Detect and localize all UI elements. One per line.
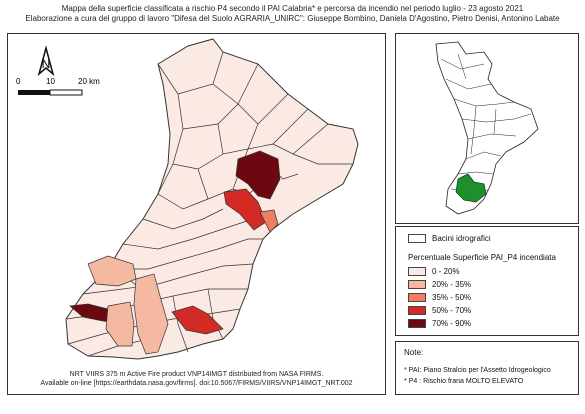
scale-bar: 0 10 20 km xyxy=(16,77,100,96)
inset-map-svg xyxy=(435,41,539,215)
basin-class-20-35-b xyxy=(105,301,135,347)
main-map-panel: N 0 10 20 km xyxy=(7,33,386,395)
legend-basins: Bacini idrografici xyxy=(408,234,491,243)
scale-label-10: 10 xyxy=(46,77,55,86)
title-line-2: Elaborazione a cura del gruppo di lavoro… xyxy=(25,14,560,23)
basin-class-70-90-north xyxy=(235,150,281,200)
legend-class-2-label: 35% - 50% xyxy=(432,293,472,302)
note-item-1: * PAI: Piano Stralcio per l'Assetto Idro… xyxy=(404,367,551,374)
legend-basins-label: Bacini idrografici xyxy=(432,234,491,243)
study-area-highlight xyxy=(455,173,487,203)
legend-heading: Percentuale Superficie PAI_P4 incendiata xyxy=(408,253,556,262)
legend-class-1: 20% - 35% xyxy=(408,280,471,289)
source-line-1: NRT VIIRS 375 m Active Fire product VNP1… xyxy=(69,371,324,378)
note-item-2: * P4 : Rischio frana MOLTO ELEVATO xyxy=(404,378,524,385)
legend-class-1-label: 20% - 35% xyxy=(432,280,472,289)
inset-map-panel xyxy=(395,33,579,224)
scale-label-20: 20 km xyxy=(78,77,100,86)
data-source: NRT VIIRS 375 m Active Fire product VNP1… xyxy=(7,370,386,388)
notes-heading: Note: xyxy=(404,348,424,357)
legend-class-4: 70% - 90% xyxy=(408,319,471,328)
legend-class-0-swatch xyxy=(408,267,426,276)
legend-class-1-swatch xyxy=(408,280,426,289)
main-map-svg: N 0 10 20 km xyxy=(16,38,359,360)
legend-class-4-label: 70% - 90% xyxy=(432,319,472,328)
basin-class-50-70-a xyxy=(223,188,267,231)
legend-panel: Bacini idrografici Percentuale Superfici… xyxy=(395,226,579,336)
legend-class-3-swatch xyxy=(408,306,426,315)
legend-basins-swatch xyxy=(408,234,426,243)
source-line-2: Available on-line [https://earthdata.nas… xyxy=(40,380,353,387)
basin-class-20-35-c xyxy=(87,255,137,287)
calabria-outline xyxy=(435,41,539,215)
title-line-1: Mappa della superficie classificata a ri… xyxy=(61,4,524,13)
north-arrow: N xyxy=(37,45,55,77)
legend-class-2-swatch xyxy=(408,293,426,302)
inset-basin-lines xyxy=(440,53,532,193)
legend-class-3: 50% - 70% xyxy=(408,306,471,315)
legend-class-3-label: 50% - 70% xyxy=(432,306,472,315)
legend-class-4-swatch xyxy=(408,319,426,328)
north-arrow-label: N xyxy=(42,57,51,71)
legend-class-2: 35% - 50% xyxy=(408,293,471,302)
map-title: Mappa della superficie classificata a ri… xyxy=(0,4,585,24)
basin-class-50-70-b xyxy=(171,305,224,335)
legend-class-0-label: 0 - 20% xyxy=(432,267,460,276)
notes-panel: Note: * PAI: Piano Stralcio per l'Assett… xyxy=(395,341,579,395)
scale-label-0: 0 xyxy=(16,77,21,86)
basin-class-20-35-a xyxy=(133,273,169,355)
basin-class-35-50 xyxy=(259,209,279,233)
legend-class-0: 0 - 20% xyxy=(408,267,460,276)
